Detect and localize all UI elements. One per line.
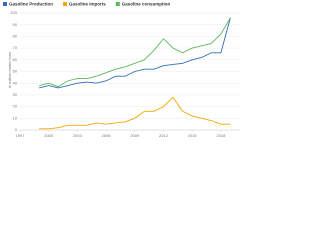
- y-tick-label: 10: [13, 115, 18, 120]
- y-tick-label: 80: [13, 33, 18, 38]
- y-tick-label: 40: [13, 80, 18, 85]
- x-tick-label: 2012: [159, 133, 169, 138]
- legend-label: Gasoline consumption: [122, 1, 171, 6]
- y-tick-label: 50: [13, 69, 18, 74]
- x-tick-label: 2009: [130, 133, 140, 138]
- y-tick-label: 70: [13, 45, 18, 50]
- x-tick-label: 2015: [188, 133, 198, 138]
- y-tick-label: 100: [10, 10, 17, 15]
- y-tick-label: 30: [13, 92, 18, 97]
- y-tick-label: 0: [15, 127, 18, 132]
- y-tick-label: 60: [13, 57, 18, 62]
- x-tick-label: 2006: [102, 133, 112, 138]
- chart: in million metric tons 0 10 20 30 40 50 60 70 80…: [3, 1, 240, 138]
- legend-label: Gasoline Production: [9, 1, 53, 6]
- y-axis-title: in million metric tons: [7, 52, 12, 88]
- line: [39, 96, 231, 130]
- line: [39, 17, 231, 89]
- y-tick-label: 20: [13, 104, 18, 109]
- legend-swatch: [3, 2, 7, 6]
- y-tick-label: 90: [13, 22, 18, 27]
- legend-swatch: [115, 2, 120, 6]
- x-tick-label: 2000: [44, 133, 54, 138]
- line: [39, 17, 231, 88]
- x-tick-label: 2003: [73, 133, 83, 138]
- legend-swatch: [63, 2, 68, 6]
- legend-label: Gasoline Imports: [69, 1, 106, 6]
- x-tick-label: 2018: [216, 133, 226, 138]
- x-tick-label: 1997: [16, 133, 26, 138]
